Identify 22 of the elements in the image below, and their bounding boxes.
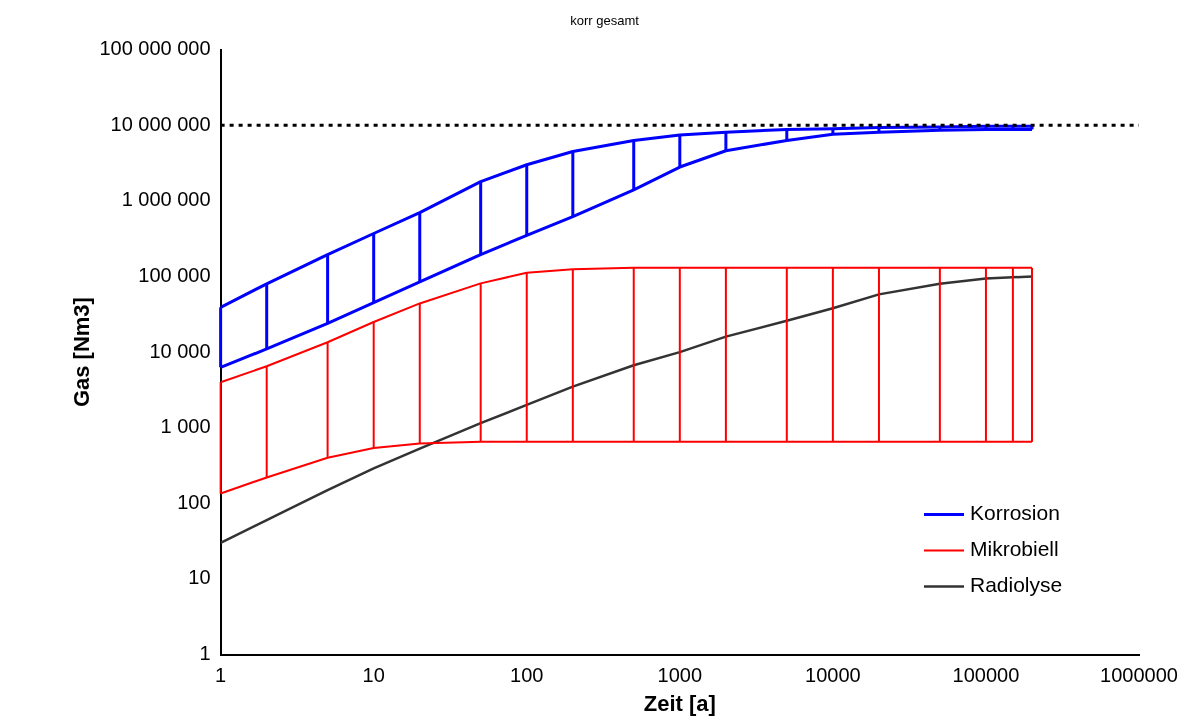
x-tick-label: 1: [215, 664, 227, 687]
x-tick-label: 1000000: [1100, 664, 1178, 687]
y-tick-label: 10 000: [149, 339, 211, 362]
y-tick-label: 100 000: [138, 263, 211, 286]
y-tick-label: 100 000 000: [99, 37, 211, 60]
x-tick-label: 10000: [805, 664, 861, 687]
legend-label: Korrosion: [970, 501, 1060, 525]
x-tick-label: 100000: [952, 664, 1020, 687]
y-tick-label: 1 000: [160, 415, 211, 438]
y-axis-title: Gas [Nm3]: [69, 297, 95, 408]
x-axis-title: Zeit [a]: [643, 690, 716, 716]
y-tick-label: 1 000 000: [121, 188, 211, 211]
y-tick-label: 100: [177, 490, 211, 513]
x-tick-label: 100: [510, 664, 544, 687]
legend-label: Radiolyse: [970, 573, 1063, 597]
x-tick-label: 10: [362, 664, 385, 687]
x-tick-label: 1000: [657, 664, 703, 687]
y-tick-label: 10: [188, 566, 211, 589]
chart-title: korr gesamt: [570, 13, 640, 29]
y-tick-label: 10 000 000: [110, 112, 211, 135]
y-tick-label: 1: [199, 642, 211, 665]
legend-label: Mikrobiell: [970, 537, 1059, 561]
